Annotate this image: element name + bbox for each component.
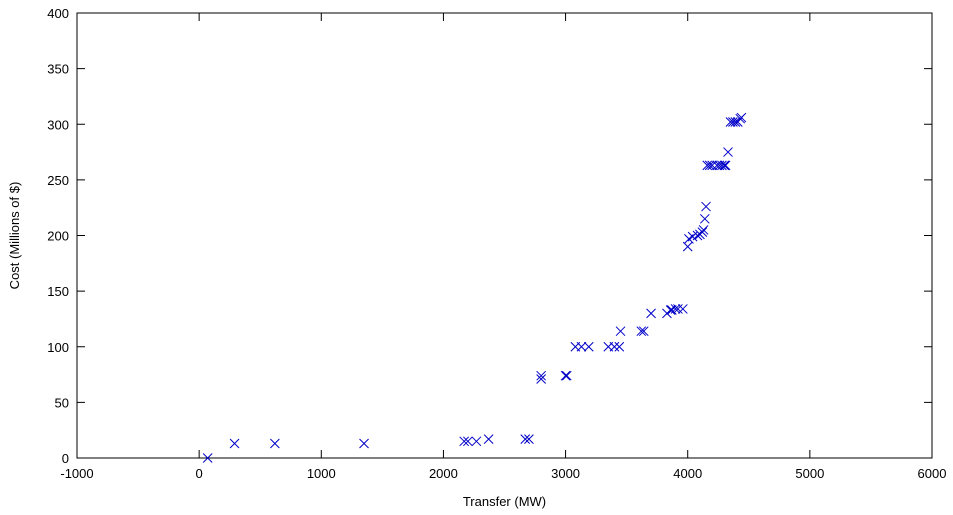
y-tick-label: 150 (47, 284, 69, 299)
y-tick-label: 400 (47, 6, 69, 21)
data-point (359, 438, 369, 449)
data-point (609, 341, 620, 352)
x-tick-label: 2000 (429, 466, 458, 481)
data-point (673, 304, 683, 314)
data-point (725, 117, 736, 127)
x-tick-label: 4000 (673, 466, 702, 481)
data-point (723, 147, 733, 157)
data-point (583, 341, 594, 352)
data-point (229, 438, 240, 449)
data-point (463, 436, 473, 447)
data-point (471, 436, 482, 447)
data-point (615, 326, 626, 337)
data-point (561, 370, 572, 381)
x-tick-label: -1000 (60, 466, 93, 481)
data-point (701, 201, 711, 212)
y-axis-label: Cost (Millions of $) (7, 182, 22, 290)
data-point (677, 304, 688, 314)
data-point (697, 227, 708, 238)
y-tick-label: 200 (47, 229, 69, 244)
data-point (728, 117, 738, 127)
data-point (702, 160, 713, 171)
data-point (720, 160, 731, 171)
y-tick-label: 250 (47, 173, 69, 188)
data-point (670, 304, 681, 314)
data-point (736, 112, 747, 123)
data-point (636, 326, 647, 337)
data-point (614, 341, 625, 352)
x-tick-label: 1000 (307, 466, 336, 481)
x-tick-label: 3000 (551, 466, 580, 481)
data-point (646, 308, 656, 319)
data-point (698, 225, 709, 235)
data-point (699, 213, 710, 224)
data-point (717, 160, 727, 171)
data-point (560, 370, 571, 381)
data-point (536, 374, 546, 384)
data-point (638, 326, 649, 337)
data-point (459, 436, 470, 447)
data-point (202, 453, 213, 463)
x-tick-label: 5000 (795, 466, 824, 481)
data-point (576, 341, 587, 352)
data-point (524, 434, 534, 444)
x-tick-label: 6000 (918, 466, 947, 481)
x-axis-label: Transfer (MW) (463, 494, 546, 509)
y-tick-label: 100 (47, 340, 69, 355)
data-point (682, 241, 693, 252)
data-point (520, 434, 531, 444)
y-axis: 0 50 100 150 200 250 300 350 400 (47, 6, 932, 466)
data-point (730, 117, 741, 127)
data-point (666, 305, 677, 315)
data-point (712, 160, 722, 171)
x-tick-label: 0 (196, 466, 203, 481)
data-point (483, 434, 494, 444)
y-tick-label: 50 (55, 395, 69, 410)
data-points (202, 112, 747, 463)
data-point (719, 160, 730, 171)
data-point (270, 438, 280, 449)
x-axis: -1000 0 1000 2000 3000 4000 5000 6000 (60, 13, 946, 481)
data-point (536, 370, 546, 381)
data-point (707, 160, 717, 171)
y-tick-label: 0 (62, 451, 69, 466)
plot-frame (76, 12, 933, 459)
y-tick-label: 350 (47, 62, 69, 77)
data-point (704, 160, 715, 171)
y-tick-label: 300 (47, 117, 69, 132)
